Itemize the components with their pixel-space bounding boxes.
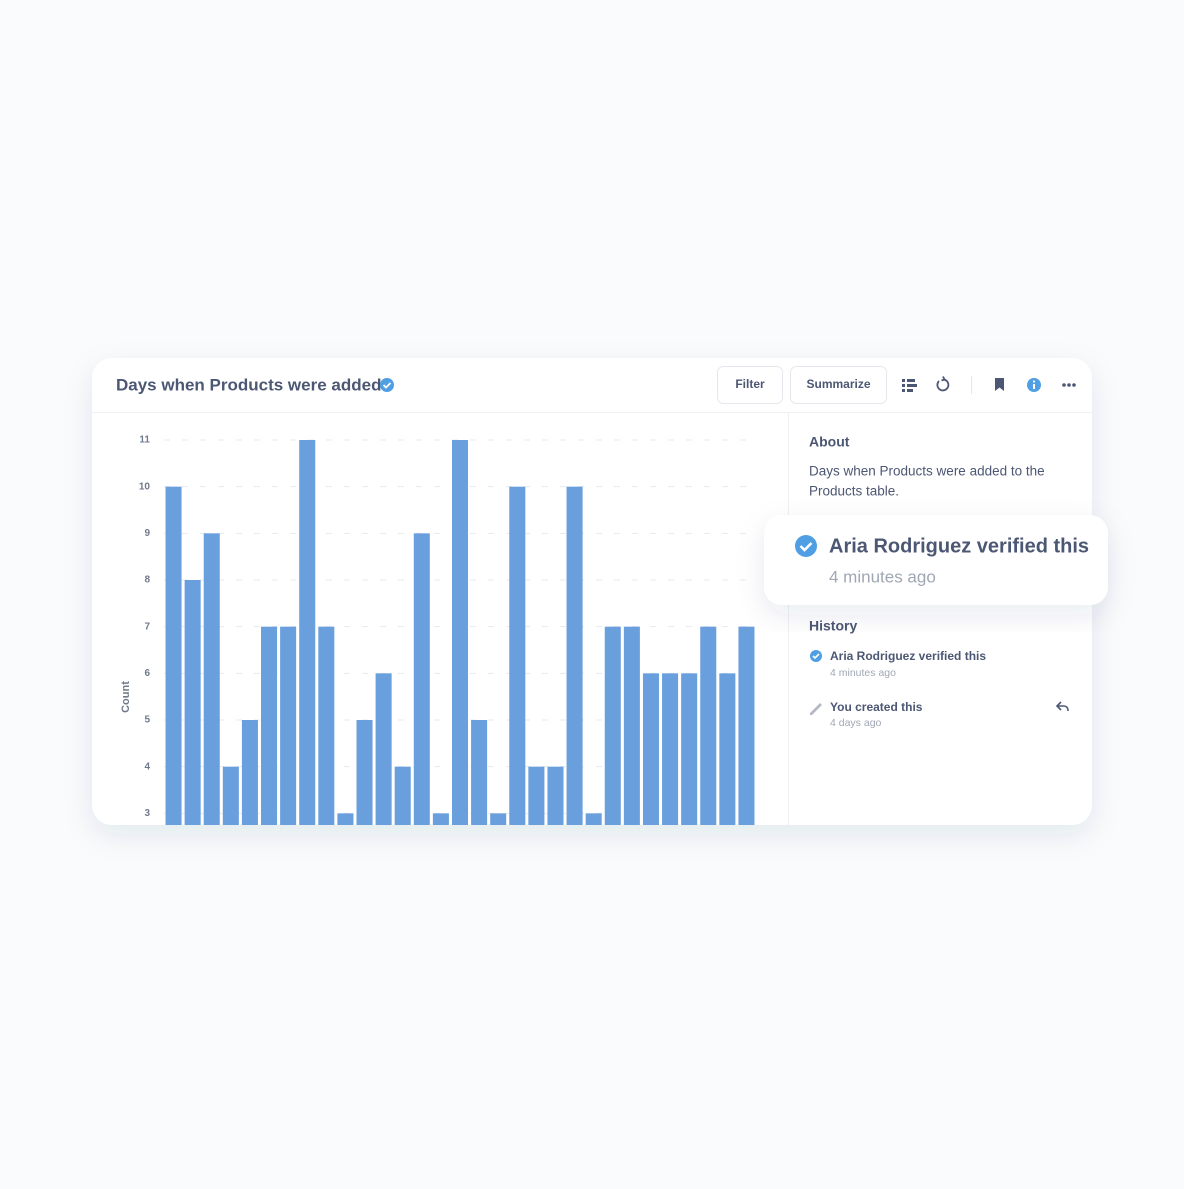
card [92, 358, 1092, 825]
bar [604, 626, 621, 825]
popover-text: Aria Rodriguez verified this [829, 535, 1089, 557]
bar [356, 720, 373, 825]
verified-icon [795, 535, 817, 557]
bar [280, 626, 297, 825]
pencil-icon [810, 703, 822, 715]
bar [375, 673, 392, 825]
bar [490, 813, 507, 825]
y-tick-label: 10 [139, 481, 151, 492]
bar [528, 766, 545, 825]
bar [585, 813, 602, 825]
bar [509, 486, 526, 825]
bar [261, 626, 278, 825]
y-tick-label: 4 [144, 761, 150, 772]
bar [203, 533, 220, 825]
y-tick-label: 5 [144, 715, 150, 726]
bar [719, 673, 736, 825]
bar [566, 486, 583, 825]
bar [241, 720, 258, 825]
bar [413, 533, 430, 825]
filter-label: Filter [735, 377, 765, 391]
history-text: Aria Rodriguez verified this [830, 649, 986, 663]
about-text: Days when Products were added to the [809, 464, 1045, 479]
bar [318, 626, 335, 825]
y-tick-label: 6 [144, 668, 150, 679]
bar [623, 626, 640, 825]
y-tick-label: 11 [139, 435, 150, 446]
bar [337, 813, 354, 825]
y-tick-label: 7 [144, 621, 150, 632]
info-icon[interactable] [1027, 378, 1041, 392]
bar [432, 813, 449, 825]
about-title: About [809, 434, 850, 450]
y-axis-label: Count [120, 681, 132, 713]
history-title: History [809, 618, 857, 634]
bar [471, 720, 488, 825]
bar [299, 440, 316, 825]
bar [662, 673, 679, 825]
bar [642, 673, 659, 825]
about-text: Products table. [809, 484, 899, 499]
history-time: 4 days ago [830, 717, 882, 729]
bar [184, 580, 201, 825]
summarize-button[interactable] [790, 366, 887, 404]
bookmark-icon[interactable] [995, 378, 1004, 391]
bar [222, 766, 239, 825]
summarize-label: Summarize [806, 377, 870, 391]
question-title: Days when Products were added [116, 375, 381, 394]
y-tick-label: 9 [144, 528, 150, 539]
verified-icon [380, 378, 394, 392]
bar [547, 766, 564, 825]
verification-popover [764, 515, 1108, 605]
bar [451, 440, 469, 825]
bar [681, 673, 698, 825]
refresh-icon[interactable] [936, 376, 950, 392]
history-text: You created this [830, 700, 923, 714]
more-icon[interactable] [1062, 383, 1076, 387]
y-tick-label: 8 [144, 575, 150, 586]
bar [700, 626, 717, 825]
popover-time: 4 minutes ago [829, 567, 936, 586]
list-icon[interactable] [902, 379, 917, 392]
history-time: 4 minutes ago [830, 667, 896, 679]
verified-icon [810, 650, 822, 662]
bar [165, 486, 182, 825]
chart: 3 4 5 6 7 8 9 10 11 [139, 435, 756, 825]
y-tick-label: 3 [144, 808, 150, 819]
filter-button[interactable] [717, 366, 783, 404]
bar [738, 626, 755, 825]
revert-icon[interactable] [1055, 701, 1069, 711]
bar [394, 766, 411, 825]
